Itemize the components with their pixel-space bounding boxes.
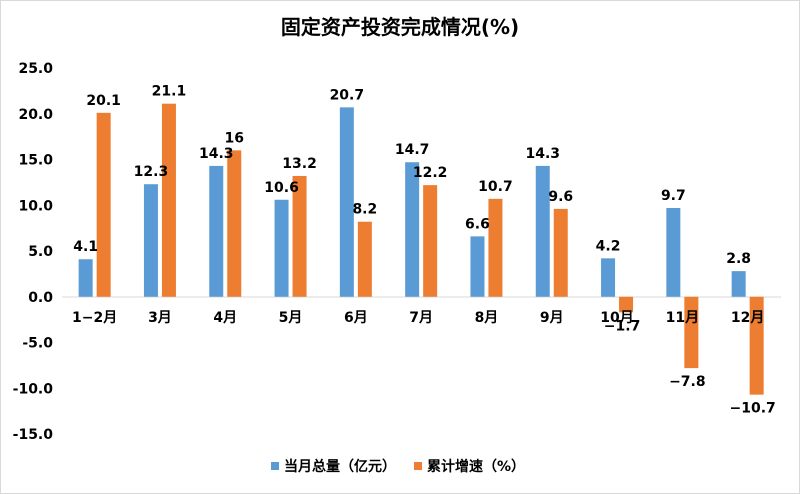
bar-monthly-total	[666, 207, 681, 297]
legend-swatch-cumulative	[414, 462, 422, 470]
y-tick-label: 20.0	[18, 107, 53, 123]
data-label: 14.3	[199, 146, 234, 162]
y-tick-label: -15.0	[13, 427, 54, 443]
bar-cumulative-growth	[553, 208, 568, 297]
data-labels: 4.120.112.321.114.31610.613.220.78.214.7…	[73, 84, 776, 417]
legend-swatch-monthly	[271, 462, 279, 470]
data-label: −1.7	[604, 318, 641, 334]
data-label: 9.6	[548, 189, 573, 205]
y-tick-label: 5.0	[28, 244, 53, 260]
legend-label-cumulative: 累计增速（%）	[427, 458, 525, 475]
bar-cumulative-growth	[488, 198, 503, 297]
bar-cumulative-growth	[227, 150, 242, 297]
data-label: 2.8	[726, 251, 751, 267]
category-label: 11月	[666, 310, 699, 326]
category-label: 3月	[148, 310, 172, 326]
bar-monthly-total	[405, 162, 420, 297]
bar-cumulative-growth	[749, 296, 764, 395]
data-label: 16	[225, 130, 244, 146]
bar-monthly-total	[274, 199, 289, 297]
data-label: 4.1	[73, 239, 98, 255]
bars	[78, 103, 764, 395]
bar-cumulative-growth	[96, 112, 111, 297]
category-label: 7月	[409, 310, 433, 326]
bar-monthly-total	[535, 165, 550, 297]
bar-cumulative-growth	[619, 296, 634, 313]
y-tick-label: -5.0	[22, 336, 53, 352]
bar-cumulative-growth	[161, 103, 176, 297]
bar-cumulative-growth	[292, 175, 307, 297]
bar-monthly-total	[78, 259, 93, 297]
y-tick-label: 25.0	[18, 61, 53, 77]
data-label: 4.2	[596, 238, 621, 254]
bar-monthly-total	[339, 107, 354, 297]
data-label: 13.2	[282, 156, 317, 172]
bar-monthly-total	[470, 236, 485, 297]
data-label: 9.7	[661, 188, 686, 204]
category-label: 5月	[279, 310, 303, 326]
y-tick-label: 10.0	[18, 198, 53, 214]
data-label: 10.6	[264, 180, 299, 196]
category-label: 8月	[475, 310, 499, 326]
y-tick-label: 15.0	[18, 153, 53, 169]
data-label: 14.7	[395, 142, 430, 158]
bar-cumulative-growth	[423, 185, 438, 297]
data-label: 6.6	[465, 216, 490, 232]
bar-cumulative-growth	[684, 296, 699, 369]
chart-title: 固定资产投资完成情况(%)	[281, 15, 519, 39]
data-label: 20.1	[86, 93, 121, 109]
bar-monthly-total	[731, 271, 746, 297]
data-label: 21.1	[152, 84, 187, 100]
y-axis: 25.0 20.0 15.0 10.0 5.0 0.0 -5.0 -10.0 -15.0	[13, 61, 54, 443]
category-label: 1−2月	[72, 310, 117, 326]
category-labels: 1−2月 3月 4月 5月 6月 7月 8月 9月 10月 11月 12月	[72, 310, 764, 326]
category-label: 12月	[731, 310, 764, 326]
category-label: 4月	[213, 310, 237, 326]
category-label: 10月	[600, 310, 633, 326]
legend-label-monthly: 当月总量（亿元）	[284, 458, 396, 475]
category-label: 6月	[344, 310, 368, 326]
y-tick-label: 0.0	[28, 290, 53, 306]
bar-monthly-total	[601, 258, 616, 297]
data-label: 14.3	[525, 146, 560, 162]
category-label: 9月	[540, 310, 564, 326]
data-label: 12.3	[134, 164, 169, 180]
data-label: 10.7	[478, 179, 513, 195]
data-label: 12.2	[413, 165, 448, 181]
data-label: 8.2	[352, 202, 377, 218]
legend: 当月总量（亿元） 累计增速（%）	[271, 458, 525, 475]
bar-monthly-total	[209, 165, 224, 297]
y-tick-label: -10.0	[13, 381, 54, 397]
bar-monthly-total	[143, 184, 158, 297]
data-label: 20.7	[330, 87, 365, 103]
bar-cumulative-growth	[357, 221, 372, 297]
data-label: −7.8	[669, 374, 706, 390]
data-label: −10.7	[730, 401, 776, 417]
